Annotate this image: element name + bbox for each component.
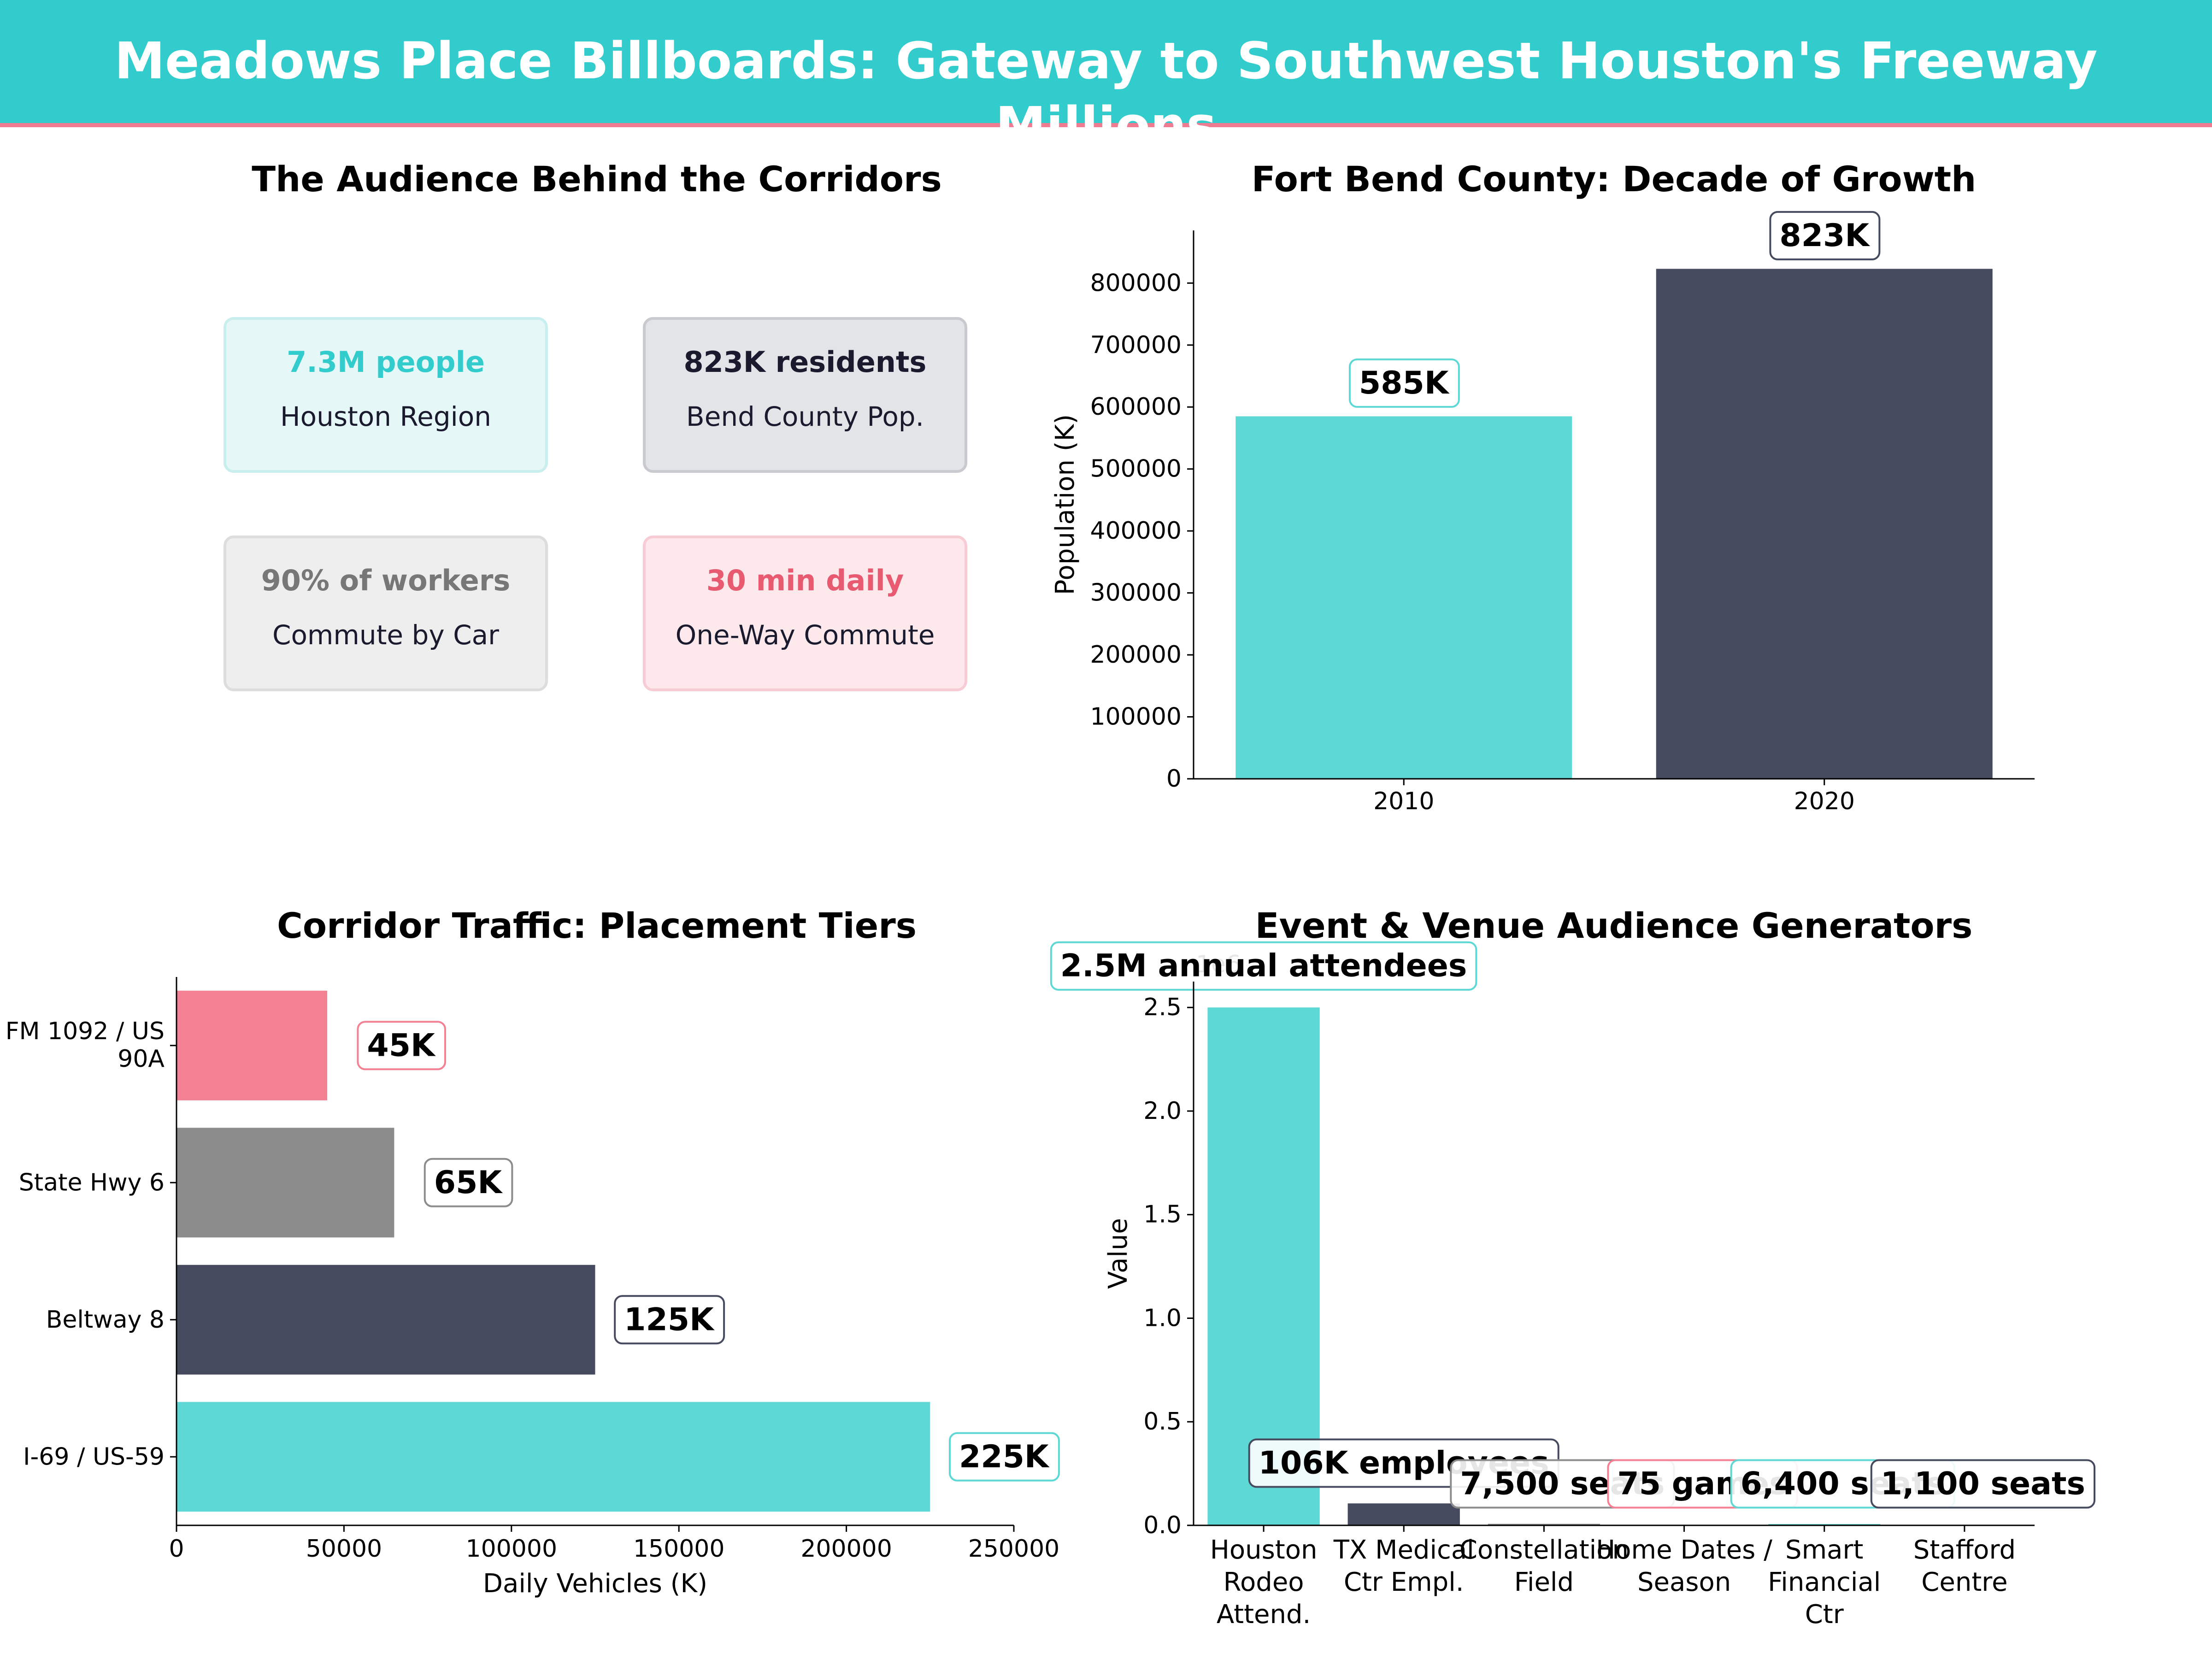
x-tick-label: 2020 <box>1794 788 1855 815</box>
x-tick-label: 150000 <box>633 1535 725 1563</box>
kpi-label: One-Way Commute <box>675 619 935 651</box>
x-tick-label: 100000 <box>466 1535 558 1563</box>
traffic-bar <box>176 1128 394 1238</box>
x-tick-label: 50000 <box>306 1535 382 1563</box>
traffic-chart-title: Corridor Traffic: Placement Tiers <box>277 905 917 946</box>
x-axis-label: Daily Vehicles (K) <box>483 1569 707 1599</box>
traffic-bar <box>176 1265 595 1375</box>
population-data-label-box <box>1769 211 1881 260</box>
traffic-data-label-box <box>948 1432 1060 1482</box>
traffic-bar <box>176 990 328 1100</box>
traffic-data-label-box <box>424 1158 513 1207</box>
kpi-value: 7.3M people <box>287 345 485 379</box>
x-tick-label: Home Dates / Season <box>1596 1535 1772 1597</box>
y-tick-label: 0.5 <box>1143 1408 1182 1435</box>
traffic-chart: Corridor Traffic: Placement Tiers I-69 / … <box>6 905 1060 1599</box>
y-tick-label: 700000 <box>1090 331 1182 359</box>
population-bar <box>1235 416 1572 779</box>
y-tick-label: 300000 <box>1090 579 1182 607</box>
y-tick-label: 2.0 <box>1143 1097 1182 1125</box>
venue-data-label-box <box>1870 1459 2096 1509</box>
y-tick-label: 0 <box>1166 765 1182 793</box>
venue-chart-title: Event & Venue Audience Generators <box>1255 905 1973 946</box>
traffic-bar <box>176 1402 930 1512</box>
traffic-data-label: 225K <box>959 1439 1050 1475</box>
x-tick-label: Constellation Field <box>1459 1535 1629 1597</box>
y-tick-label: 500000 <box>1090 455 1182 483</box>
kpi-value: 823K residents <box>683 345 927 379</box>
population-chart: Fort Bend County: Decade of Growth 2010 58… <box>1050 159 2035 815</box>
x-tick-label: 250000 <box>968 1535 1060 1563</box>
page-title: Meadows Place Billboards: Gateway to Sou… <box>114 31 2098 155</box>
x-tick-label: Stafford Centre <box>1913 1535 2016 1597</box>
y-tick-label: 0.0 <box>1143 1512 1182 1539</box>
kpi-value: 90% of workers <box>261 564 511 597</box>
venue-chart: Event & Venue Audience Generators1e6Hous… <box>1050 905 2096 1630</box>
x-tick-label: 0 <box>169 1535 184 1563</box>
y-tick-label: 1.0 <box>1143 1304 1182 1332</box>
x-tick-label: 2010 <box>1373 788 1434 815</box>
header-banner: Meadows Place Billboards: Gateway to Sou… <box>0 0 2212 155</box>
population-chart-title: Fort Bend County: Decade of Growth <box>1252 159 1977 200</box>
venue-bar <box>1488 1524 1600 1525</box>
y-axis-label: Value <box>1103 1218 1133 1289</box>
y-tick-label: FM 1092 / US 90A <box>6 1018 165 1073</box>
kpi-card: 30 min daily One-Way Commute <box>643 535 967 691</box>
kpi-label: Commute by Car <box>272 619 500 651</box>
y-tick-label: 2.5 <box>1143 994 1182 1021</box>
x-tick-label: Smart Financial Ctr <box>1768 1535 1881 1630</box>
kpi-card: 90% of workers Commute by Car <box>224 535 548 691</box>
kpi-card: 7.3M people Houston Region <box>224 317 548 473</box>
y-tick-label: 1.5 <box>1143 1201 1182 1229</box>
x-tick-label: 200000 <box>800 1535 892 1563</box>
y-tick-label: 200000 <box>1090 641 1182 669</box>
y-tick-label: 100000 <box>1090 703 1182 731</box>
y-tick-label: State Hwy 6 <box>19 1169 165 1196</box>
kpi-label: Houston Region <box>280 401 492 432</box>
population-data-label: 585K <box>1359 365 1450 401</box>
y-tick-label: 400000 <box>1090 517 1182 545</box>
venue-data-label-box <box>1050 941 1477 991</box>
population-bar <box>1656 269 1993 779</box>
y-tick-label: Beltway 8 <box>46 1306 165 1334</box>
venue-data-label: 1,100 seats <box>1881 1466 2085 1502</box>
y-tick-label: 800000 <box>1090 269 1182 297</box>
y-tick-label: 600000 <box>1090 393 1182 421</box>
y-tick-label: I-69 / US-59 <box>23 1443 165 1471</box>
y-axis-label: Population (K) <box>1050 414 1080 595</box>
audience-panel-title: The Audience Behind the Corridors <box>252 159 941 200</box>
kpi-card: 823K residents Bend County Pop. <box>643 317 967 473</box>
population-data-label: 823K <box>1779 218 1870 254</box>
x-tick-label: TX Medical Ctr Empl. <box>1333 1535 1474 1597</box>
traffic-data-label: 45K <box>367 1027 436 1064</box>
x-tick-label: Houston Rodeo Attend. <box>1210 1535 1318 1630</box>
traffic-data-label-box <box>357 1021 447 1071</box>
traffic-data-label: 65K <box>434 1165 503 1201</box>
venue-data-label: 2.5M annual attendees <box>1060 948 1467 984</box>
population-data-label-box <box>1348 358 1460 408</box>
traffic-data-label: 125K <box>624 1301 715 1338</box>
kpi-value: 30 min daily <box>706 564 904 597</box>
venue-bar <box>1347 1503 1460 1525</box>
kpi-label: Bend County Pop. <box>686 401 924 432</box>
traffic-data-label-box <box>614 1295 725 1345</box>
